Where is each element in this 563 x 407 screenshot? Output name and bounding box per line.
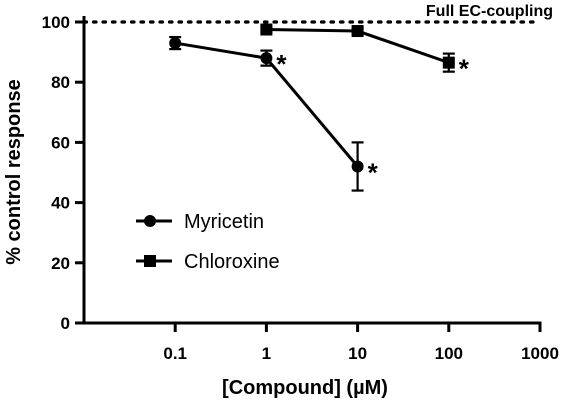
axes: 0 20 40 60 80 100 0.1 1 10 100 1000 [42,13,559,363]
series-layer: *** [169,23,470,192]
y-tick-label: 20 [51,254,70,273]
y-tick-label: 60 [51,133,70,152]
y-tick-label: 100 [42,13,70,32]
x-tick-label: 1000 [521,344,559,363]
x-tick-label: 10 [348,344,367,363]
significance-star: * [459,54,470,84]
data-point-chloroxine [351,25,364,38]
data-point-chloroxine [442,56,455,69]
y-tick-label: 40 [51,194,70,213]
x-tick-label: 0.1 [163,344,187,363]
legend-marker-myricetin [144,215,156,227]
x-tick-label: 1 [262,344,271,363]
y-tick-label: 80 [51,73,70,92]
x-tick-label: 100 [435,344,463,363]
reference-line-label: Full EC-coupling [426,3,553,20]
legend: Myricetin Chloroxine [136,211,280,273]
data-point-chloroxine [260,23,273,36]
data-point-myricetin [169,37,182,50]
y-axis-title: % control response [3,79,25,265]
data-point-myricetin [351,160,364,173]
x-axis-title: [Compound] (µM) [222,377,388,399]
series-chloroxine: * [260,23,470,84]
legend-label-chloroxine: Chloroxine [184,251,280,273]
series-myricetin: ** [169,35,379,192]
significance-star: * [276,49,287,79]
legend-label-myricetin: Myricetin [184,211,264,233]
significance-star: * [368,157,379,187]
y-tick-label: 0 [61,314,70,333]
data-point-myricetin [260,52,273,65]
legend-marker-chloroxine [144,255,156,267]
